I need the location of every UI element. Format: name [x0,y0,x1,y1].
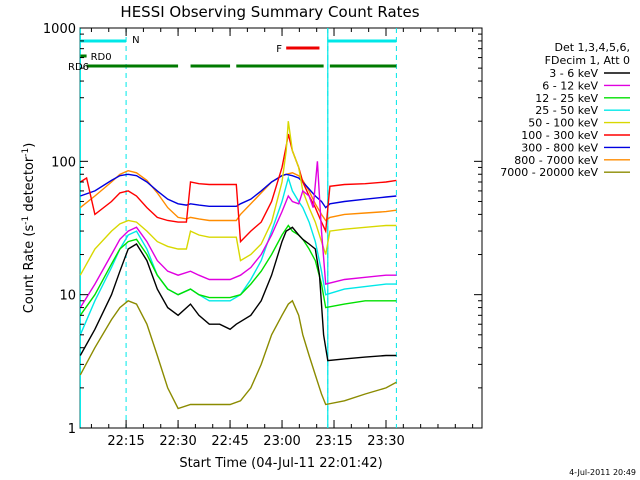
legend-item-label: 7000 - 20000 keV [500,166,598,179]
series-line-25-50-kev [79,175,397,336]
y-axis-ticks: 1 10 100 1000 [43,22,482,437]
footer-timestamp: 4-Jul-2011 20:49 [569,468,636,477]
series-line-7000-20000-kev [79,299,397,410]
y-axis-label-part2: detector [22,156,37,216]
legend-item-label: 300 - 800 keV [521,141,598,154]
x-axis-ticks: 22:15 22:30 22:45 23:00 23:15 23:30 [90,28,474,449]
y-axis-label-part1: Count Rate (s [22,225,37,314]
y-axis-label-part3: ) [22,143,37,148]
chart-title: HESSI Observing Summary Count Rates [120,3,419,21]
legend-item-label: 6 - 12 keV [542,79,598,92]
legend: Det 1,3,4,5,6, FDecim 1, Att 0 3 - 6 keV… [500,41,630,179]
rd0-marker-label: RD0 [91,52,112,63]
y-axis-label: Count Rate (s-1 detector-1) [21,143,37,314]
x-tick-label: 23:30 [367,434,404,449]
series-line-3-6-kev [79,226,397,362]
legend-header-line1: Det 1,3,4,5,6, [554,41,630,54]
legend-item-label: 800 - 7000 keV [514,154,598,167]
series-line-6-12-kev [79,161,397,308]
plot-frame [79,27,483,429]
legend-item-label: 100 - 300 keV [521,129,598,142]
series-line-100-300-kev [79,133,397,244]
x-tick-label: 23:15 [315,434,352,449]
rd6-marker-label: RD6 [68,62,89,73]
y-tick-label: 100 [51,155,76,170]
x-tick-label: 23:00 [263,434,300,449]
flare-marker-label: F [276,44,282,55]
series-lines [79,121,397,410]
y-axis-label-sup1: -1 [21,216,31,225]
y-axis-label-sup2: -1 [21,148,31,157]
legend-item-label: 12 - 25 keV [535,92,598,105]
x-tick-label: 22:30 [159,434,196,449]
series-line-300-800-kev [80,173,397,209]
y-tick-label: 1 [68,422,76,437]
night-marker-label: N [132,35,139,46]
x-tick-label: 22:45 [211,434,248,449]
y-tick-label: 1000 [43,22,76,37]
y-tick-label: 10 [59,289,76,304]
x-tick-label: 22:15 [107,434,144,449]
legend-item-label: 3 - 6 keV [549,67,598,80]
legend-item-label: 25 - 50 keV [535,104,598,117]
x-axis-label: Start Time (04-Jul-11 22:01:42) [179,456,382,471]
series-line-800-7000-kev [79,169,397,222]
legend-item-label: 50 - 100 keV [528,117,598,130]
legend-header-line2: FDecim 1, Att 0 [545,54,630,67]
